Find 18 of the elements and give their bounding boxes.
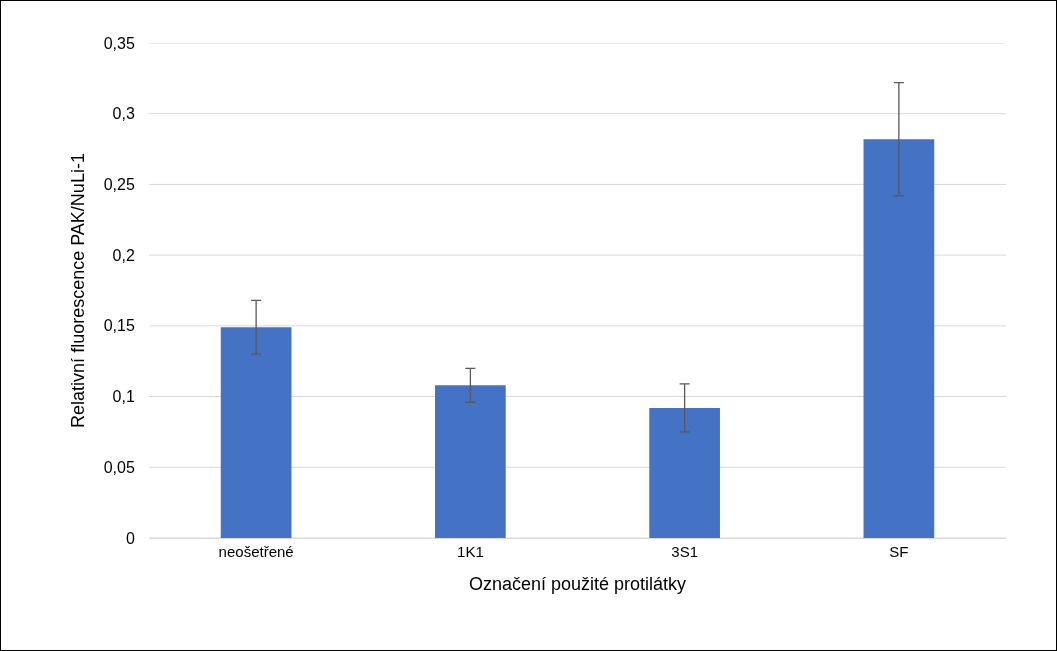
bar <box>863 139 935 538</box>
bar <box>649 407 720 538</box>
y-tick-label: 0,1 <box>112 388 135 406</box>
y-tick-label: 0,2 <box>112 246 135 264</box>
y-tick-label: 0,25 <box>103 176 135 194</box>
y-tick-label: 0,05 <box>103 458 135 476</box>
x-tick-label: 1K1 <box>457 543 484 560</box>
x-tick-label: neošetřené <box>218 543 294 560</box>
x-axis-title: Označení použité protilátky <box>468 574 687 595</box>
y-tick-label: 0,3 <box>112 105 135 123</box>
y-tick-label: 0 <box>125 529 135 547</box>
bar <box>435 385 506 538</box>
y-tick-label: 0,15 <box>103 317 135 335</box>
x-tick-label: 3S1 <box>671 543 698 560</box>
y-tick-label: 0,35 <box>103 34 135 52</box>
bar <box>220 327 292 538</box>
x-tick-label: SF <box>889 543 909 560</box>
y-axis-title: Relativní fluorescence PAK/NuLi-1 <box>67 153 88 428</box>
